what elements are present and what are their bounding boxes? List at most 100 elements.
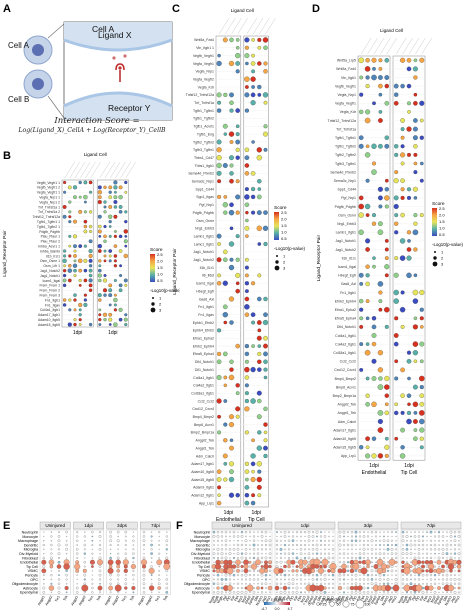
- row-label: Gas6_Axl: [341, 282, 356, 286]
- expression-dot: [142, 530, 146, 534]
- expression-dot: [64, 586, 69, 591]
- interaction-dot: [98, 308, 102, 312]
- expression-dot: [150, 578, 153, 581]
- expression-dot: [343, 548, 345, 550]
- row-label: Fn1_Itgav: [45, 303, 60, 307]
- interaction-dot: [419, 178, 424, 183]
- zscore-title: z-score: [271, 598, 283, 602]
- expression-dot: [165, 539, 169, 543]
- interaction-dot: [407, 101, 411, 106]
- interaction-dot: [97, 293, 102, 298]
- expression-dot: [315, 547, 319, 551]
- gene-label: Kdr: [419, 594, 426, 601]
- expression-dot: [458, 591, 460, 594]
- expression-dot: [434, 561, 436, 564]
- expression-dot: [453, 590, 457, 594]
- expression-dot: [148, 567, 155, 574]
- interaction-dot: [83, 219, 88, 224]
- interaction-dot: [419, 385, 424, 390]
- expression-dot: [268, 556, 272, 560]
- interaction-dot: [216, 233, 222, 239]
- expression-dot: [441, 568, 445, 573]
- interaction-dot: [229, 178, 234, 184]
- interaction-dot: [406, 272, 412, 278]
- expression-dot: [413, 591, 417, 594]
- expression-dot: [91, 591, 94, 594]
- cell-type-label: Macrophage: [190, 539, 210, 543]
- expression-dot: [328, 539, 330, 542]
- expression-dot: [217, 578, 219, 581]
- x-group-label: 1dpi: [251, 510, 260, 516]
- zscore-colorbar: [264, 602, 290, 605]
- interaction-dot: [365, 84, 370, 89]
- interaction-dot: [371, 453, 377, 459]
- interaction-dot: [78, 318, 82, 322]
- expression-dot: [366, 591, 370, 594]
- expression-dot: [220, 548, 224, 551]
- expression-dot: [391, 583, 393, 585]
- expression-dot: [453, 578, 457, 581]
- interaction-dot: [217, 414, 221, 419]
- expression-dot: [386, 578, 390, 581]
- interaction-dot: [359, 316, 364, 321]
- expression-dot: [248, 569, 252, 572]
- interaction-dot: [378, 92, 383, 97]
- interaction-dot: [108, 185, 113, 190]
- interaction-dot: [413, 58, 418, 63]
- expression-dot: [409, 574, 413, 577]
- interaction-dot: [103, 210, 107, 214]
- row-label: Vtn_Itgb1 1: [196, 46, 214, 50]
- interaction-dot: [364, 66, 371, 72]
- pct-title: % detected: [323, 598, 342, 602]
- expression-dot: [142, 573, 146, 577]
- expression-dot: [150, 557, 153, 559]
- interaction-dot: [412, 135, 418, 141]
- interaction-dot: [413, 428, 418, 432]
- expression-dot: [434, 535, 436, 538]
- expression-dot: [429, 548, 433, 551]
- expression-dot: [410, 535, 412, 538]
- expression-dot: [331, 573, 335, 577]
- row-label: Tgfb1_Tgfbr2 1: [37, 225, 60, 229]
- expression-dot: [83, 582, 87, 585]
- timepoint-label: 3dps: [117, 523, 128, 528]
- expression-dot: [287, 564, 291, 569]
- gene-label: Efnb2: [433, 595, 441, 605]
- interaction-dot: [68, 215, 72, 219]
- interaction-dot: [216, 257, 222, 263]
- gene-label: Angpt1: [137, 595, 146, 606]
- panel-a-label: A: [3, 3, 11, 15]
- interaction-dot: [78, 308, 82, 312]
- expression-dot: [165, 535, 168, 538]
- expression-dot: [371, 544, 373, 546]
- expression-dot: [260, 586, 264, 590]
- expression-dot: [421, 543, 425, 547]
- expression-dot: [450, 548, 452, 551]
- expression-dot: [406, 531, 408, 533]
- expression-dot: [383, 578, 385, 581]
- expression-dot: [268, 564, 272, 569]
- expression-dot: [300, 574, 302, 577]
- interaction-dot: [384, 239, 389, 243]
- interaction-dot: [217, 242, 221, 246]
- score-tick: 1.5: [157, 265, 163, 270]
- interaction-dot: [384, 453, 389, 458]
- column-header-tick: [225, 17, 236, 35]
- expression-dot: [158, 535, 160, 538]
- expression-dot: [359, 574, 361, 576]
- interaction-dot: [228, 296, 235, 302]
- expression-dot: [107, 567, 114, 574]
- expression-dot: [43, 540, 45, 542]
- expression-dot: [449, 569, 453, 573]
- expression-dot: [357, 585, 363, 591]
- interaction-dot: [384, 178, 389, 183]
- expression-dot: [143, 548, 145, 551]
- column-header-tick: [408, 37, 420, 55]
- expression-dot: [418, 582, 420, 585]
- row-label: Tgfb1_Eng: [197, 132, 214, 136]
- expression-dot: [299, 531, 303, 534]
- panel-c-label: C: [172, 3, 180, 15]
- interaction-dot: [256, 390, 262, 396]
- interaction-dot: [400, 127, 405, 132]
- row-label: Jag1_Notch2: [40, 269, 60, 273]
